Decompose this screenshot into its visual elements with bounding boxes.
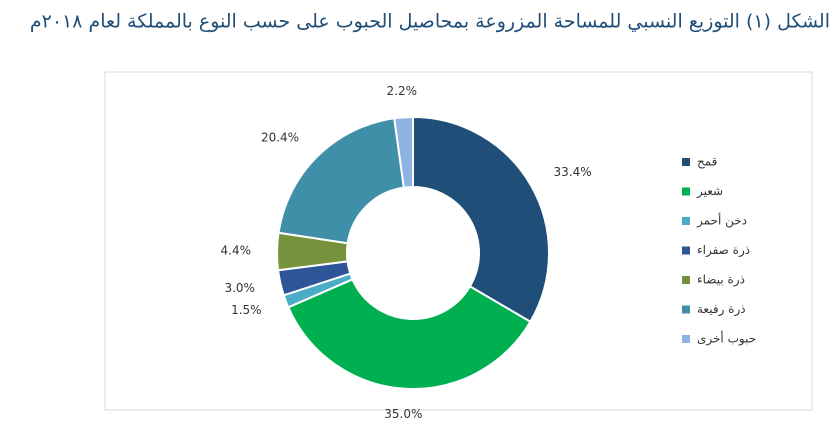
legend-label: ذرة رفيعة (697, 302, 746, 317)
legend-label: ذرة صفراء (697, 243, 750, 258)
chart-title: الشكل (١) التوزيع النسبي للمساحة المزروع… (30, 11, 830, 33)
donut-segment (286, 278, 532, 390)
donut-segment (393, 115, 414, 189)
legend-marker (682, 158, 690, 166)
data-label: 3.0% (224, 281, 255, 295)
data-label: 20.4% (261, 130, 299, 144)
data-label: 35.0% (384, 407, 422, 421)
legend-marker (682, 246, 690, 255)
legend-label: دخن أحمر (696, 213, 747, 229)
legend-marker (682, 187, 690, 196)
donut-segment (277, 117, 406, 245)
legend-marker (682, 335, 690, 343)
data-label: 2.2% (387, 84, 418, 98)
data-label: 1.5% (231, 303, 262, 317)
legend-label: ذرة بيضاء (697, 273, 745, 288)
data-label: 4.4% (221, 244, 252, 258)
legend-marker (682, 276, 690, 284)
donut-segment (412, 115, 550, 324)
legend-label: قمح (697, 155, 717, 169)
data-label: 33.4% (554, 165, 592, 179)
plot-frame (104, 71, 813, 411)
legend-label: حبوب أخرى (697, 331, 756, 347)
legend-marker (682, 217, 690, 225)
legend-label: شعير (696, 184, 723, 199)
legend-marker (682, 305, 690, 314)
